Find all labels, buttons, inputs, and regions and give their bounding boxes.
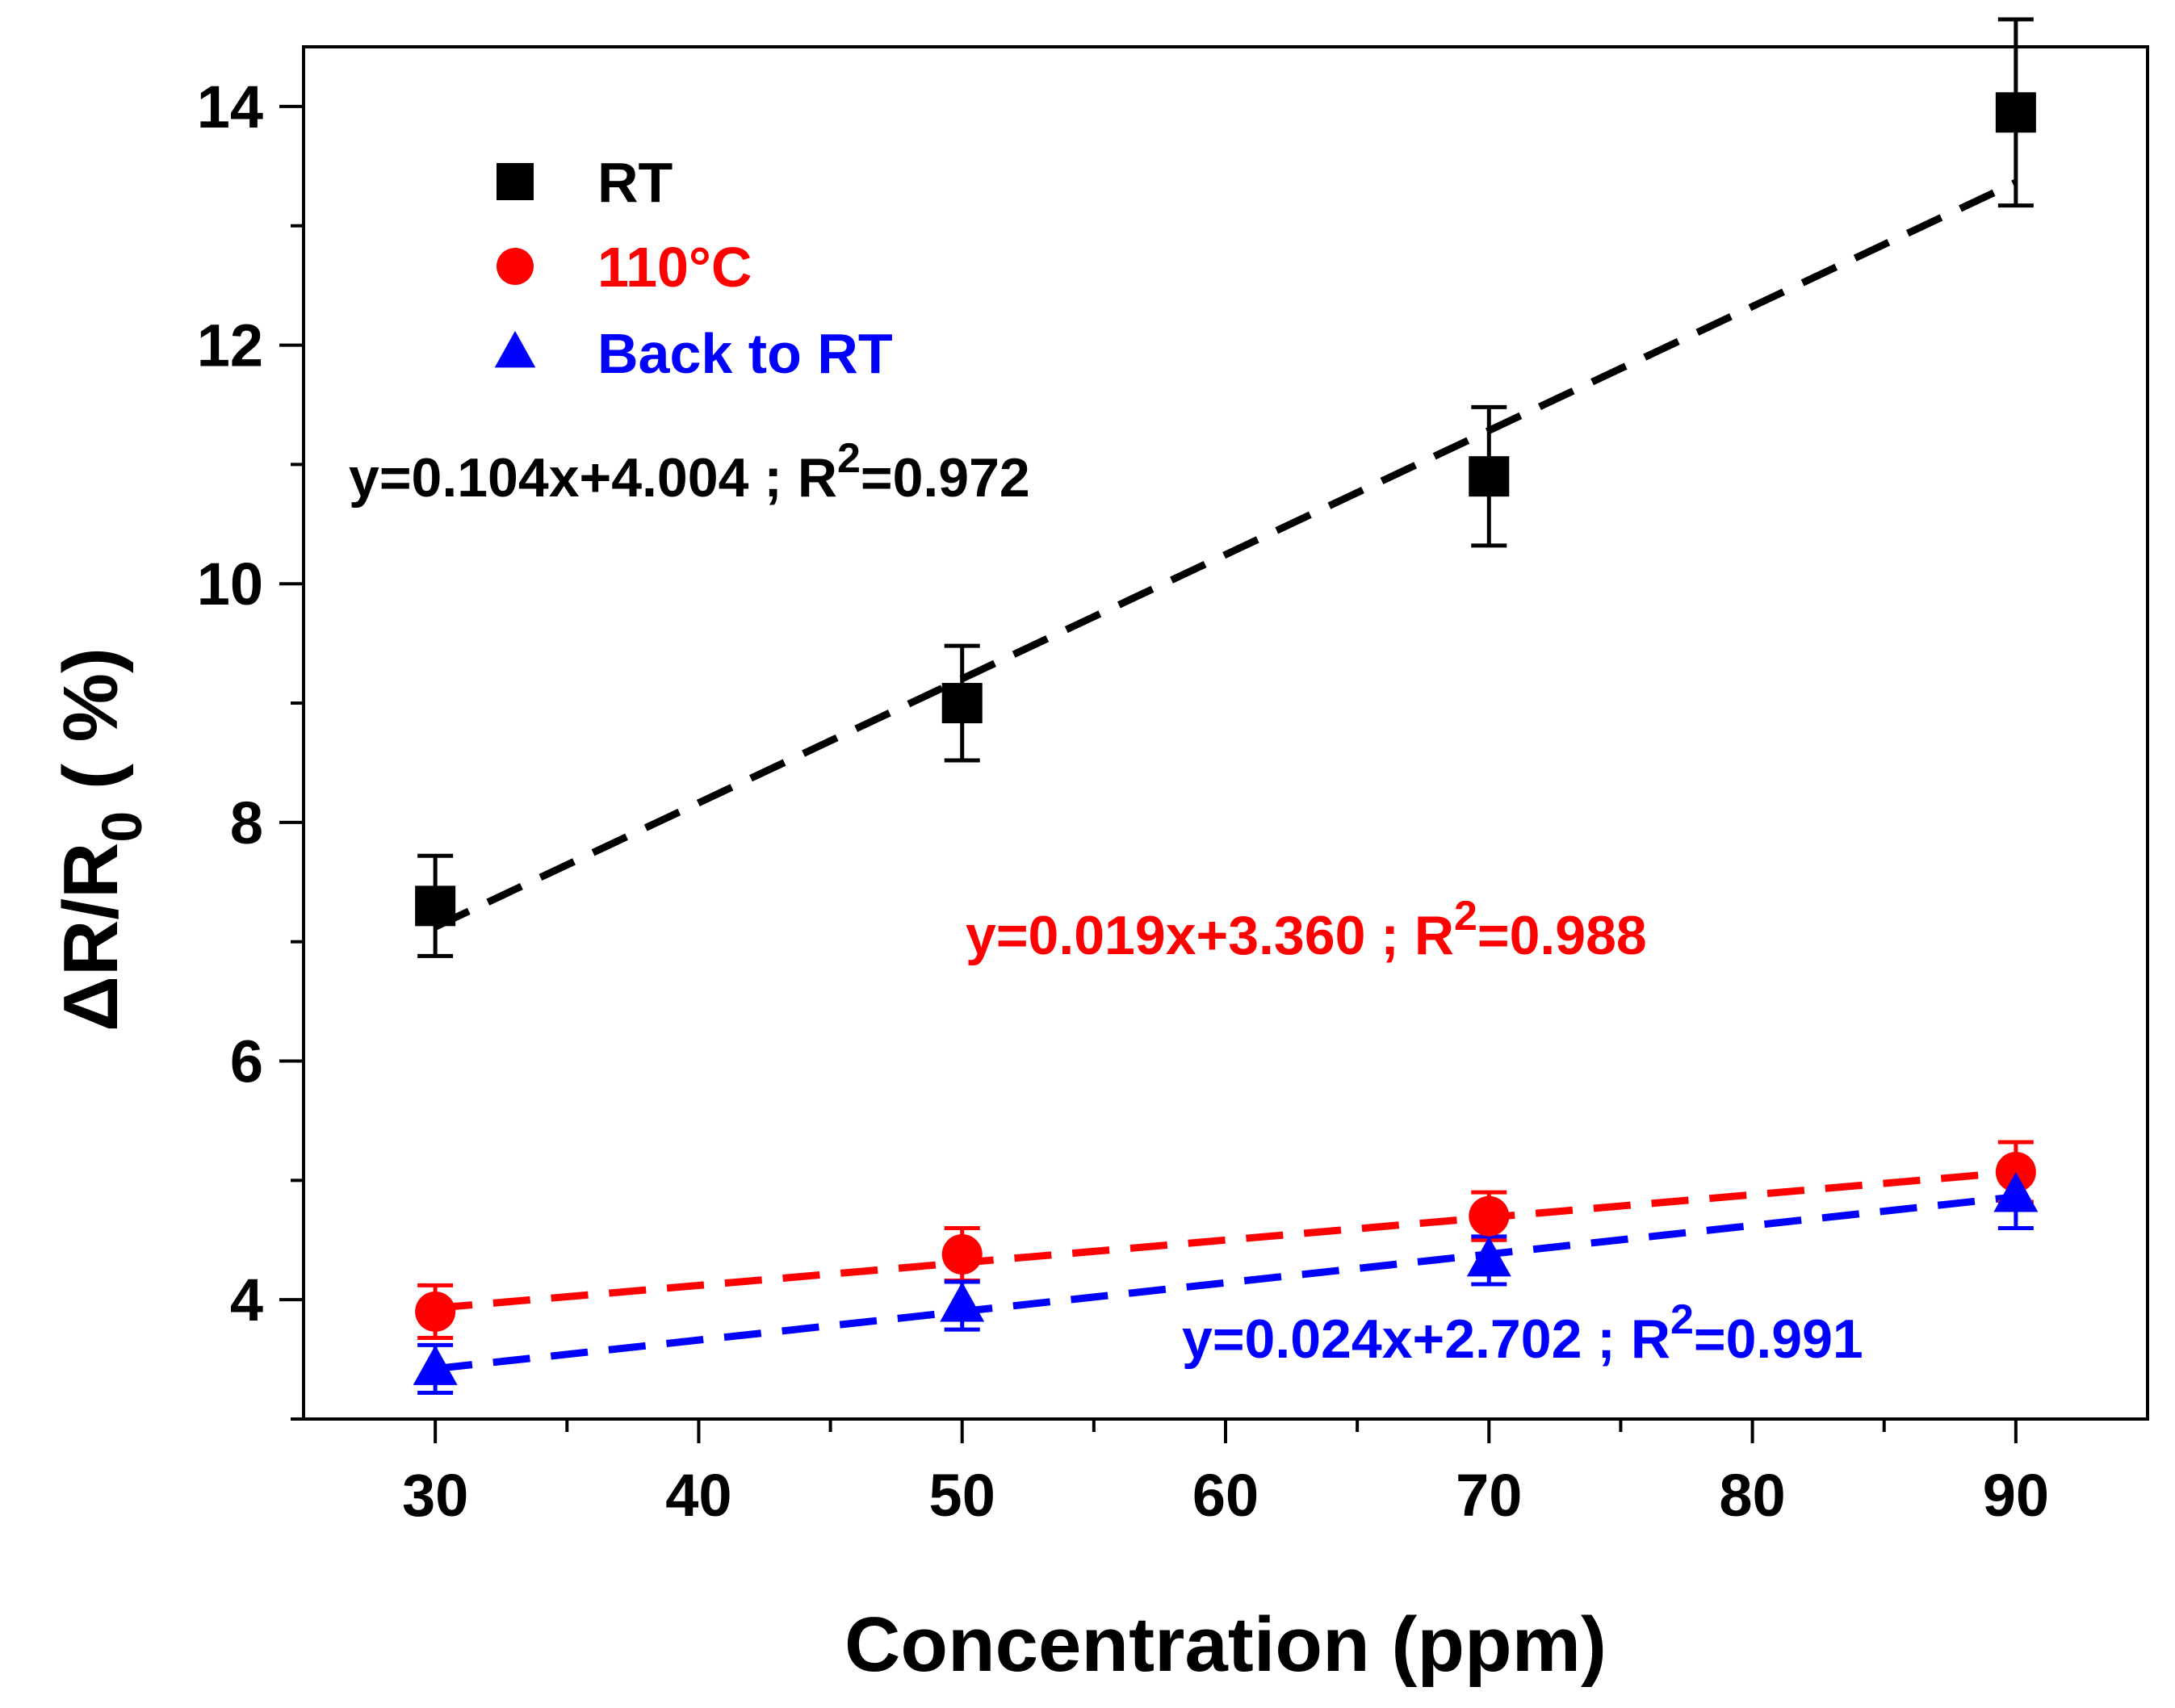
data-point-rt: [941, 683, 983, 724]
fit-line-110-c: [434, 1168, 2017, 1312]
legend-label-back-to-rt: Back to RT: [597, 322, 893, 385]
x-tick-label: 80: [1719, 1462, 1785, 1529]
y-axis-title-main: ΔR/R: [48, 843, 134, 1032]
x-axis-title: Concentration (ppm): [844, 1601, 1607, 1688]
x-axis: 30 40 50 60 70 80 90: [402, 1419, 2049, 1529]
equation-r2-exponent: 2: [1454, 893, 1477, 940]
y-axis-title: ΔR/R0 ( %): [48, 647, 153, 1032]
equation-r2-exponent: 2: [837, 435, 861, 482]
equation-text: y=0.104x+4.004 ; R: [349, 447, 837, 509]
equation-back-to-rt: y=0.024x+2.702 ; R2=0.991: [1182, 1296, 1863, 1370]
equation-rt: y=0.104x+4.004 ; R2=0.972: [349, 435, 1030, 509]
y-tick-label: 10: [197, 550, 263, 617]
data-markers: [413, 92, 2039, 1385]
data-point-rt: [1995, 92, 2036, 133]
x-tick-label: 40: [665, 1462, 731, 1529]
data-point-back-to-rt: [940, 1282, 985, 1322]
y-tick-label: 12: [197, 312, 263, 379]
data-point-back-to-rt: [1993, 1172, 2039, 1212]
legend-label-110-c: 110°C: [597, 236, 752, 299]
y-axis-title-unit: ( %): [48, 647, 134, 811]
fit-lines: [434, 178, 2018, 1373]
legend-label-rt: RT: [597, 151, 673, 214]
y-axis-title-subscript: 0: [90, 811, 153, 843]
equation-110-c: y=0.019x+3.360 ; R2=0.988: [966, 893, 1647, 966]
y-tick-label: 8: [230, 789, 263, 856]
y-tick-label: 14: [197, 73, 263, 140]
y-tick-label: 4: [230, 1266, 263, 1333]
data-point-110-c: [941, 1234, 983, 1275]
equation-r2-value: =0.972: [861, 447, 1030, 509]
data-point-back-to-rt: [1466, 1236, 1511, 1277]
data-point-110-c: [415, 1291, 456, 1332]
data-point-110-c: [1995, 1152, 2036, 1192]
legend: RT 110°C Back to RT: [494, 151, 893, 385]
x-tick-label: 30: [402, 1462, 468, 1529]
data-point-rt: [415, 885, 456, 927]
legend-marker-rt: [497, 163, 534, 200]
data-point-rt: [1469, 456, 1510, 497]
equation-text: y=0.019x+3.360 ; R: [966, 905, 1454, 966]
x-tick-label: 50: [929, 1462, 995, 1529]
legend-marker-back-to-rt: [494, 330, 536, 368]
fit-line-back-to-rt: [434, 1193, 2017, 1373]
data-point-110-c: [1469, 1195, 1510, 1237]
x-tick-label: 60: [1192, 1462, 1259, 1529]
fit-equations: y=0.104x+4.004 ; R2=0.972y=0.019x+3.360 …: [349, 435, 1863, 1370]
y-tick-label: 6: [230, 1028, 263, 1095]
equation-r2-exponent: 2: [1670, 1296, 1694, 1343]
y-axis: 4 6 8 10 12 14: [197, 73, 304, 1421]
data-point-back-to-rt: [413, 1345, 458, 1385]
equation-r2-value: =0.988: [1477, 905, 1647, 966]
equation-r2-value: =0.991: [1694, 1308, 1863, 1370]
legend-marker-110-c: [497, 248, 534, 285]
fit-line-rt: [434, 178, 2018, 931]
x-tick-label: 90: [1983, 1462, 2049, 1529]
x-tick-label: 70: [1456, 1462, 1522, 1529]
equation-text: y=0.024x+2.702 ; R: [1182, 1308, 1670, 1370]
